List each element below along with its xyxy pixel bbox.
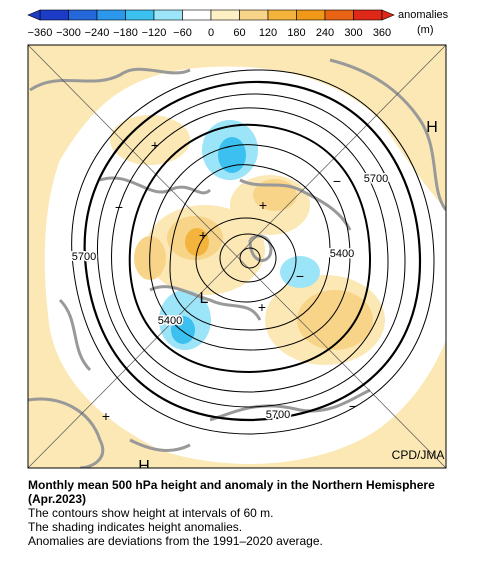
colorbar-tick-label: 360 — [373, 27, 391, 39]
map-label: + — [151, 137, 159, 153]
colorbar-segment — [182, 9, 212, 21]
colorbar-tick-label: −240 — [85, 27, 110, 39]
colorbar-segment — [39, 9, 69, 21]
map-label: 5400 — [330, 248, 354, 260]
colorbar-tick-label: 180 — [287, 27, 305, 39]
colorbar-segment — [68, 9, 98, 21]
colorbar-high-arrow — [381, 9, 395, 21]
colorbar-tick-label: −120 — [142, 27, 167, 39]
map-labels: H 5700 5700 5400 5400 L 5700 H + + + + + − − − − — [70, 119, 438, 475]
colorbar-tick-label: −180 — [113, 27, 138, 39]
coastlines — [28, 58, 446, 468]
map-label: − — [115, 199, 123, 215]
colorbar-tick-label: 240 — [316, 27, 334, 39]
colorbar-low-arrow — [27, 9, 41, 21]
map-label: + — [259, 197, 267, 213]
colorbar-tick-label: 120 — [259, 27, 277, 39]
caption: Monthly mean 500 hPa height and anomaly … — [28, 478, 458, 548]
figure: −360 −300 −240 −180 −120 −60 0 60 120 180 240 300 36… — [27, 9, 449, 475]
credit: CPD/JMA — [392, 448, 445, 462]
caption-line: The contours show height at intervals of… — [28, 506, 274, 520]
colorbar-tick-label: −300 — [56, 27, 81, 39]
colorbar-tick-label: −360 — [28, 27, 53, 39]
colorbar-segment — [267, 9, 297, 21]
contours — [71, 69, 435, 435]
colorbar-segment — [324, 9, 354, 21]
map-label: 5700 — [364, 173, 388, 185]
map-label: 5400 — [158, 315, 182, 327]
caption-line: Anomalies are deviations from the 1991–2… — [28, 534, 323, 548]
colorbar-unit: (m) — [417, 24, 434, 36]
colorbar-tick-label: 0 — [208, 27, 214, 39]
caption-line: The shading indicates height anomalies. — [28, 520, 243, 534]
map: H 5700 5700 5400 5400 L 5700 H + + + + + − − − − CPD/JMA — [28, 45, 446, 475]
caption-lines: The contours show height at intervals of… — [28, 506, 458, 548]
colorbar-tick-label: 300 — [344, 27, 362, 39]
caption-title: Monthly mean 500 hPa height and anomaly … — [28, 478, 435, 506]
map-label: + — [258, 299, 266, 315]
colorbar-tick-label: −60 — [173, 27, 192, 39]
colorbar-label: anomalies — [398, 9, 449, 21]
colorbar-segment — [96, 9, 126, 21]
map-frame — [27, 44, 447, 469]
map-label: − — [333, 173, 341, 189]
map-label: H — [426, 119, 438, 136]
map-label: + — [199, 227, 207, 243]
colorbar-segment — [239, 9, 269, 21]
colorbar: −360 −300 −240 −180 −120 −60 0 60 120 180 240 300 36… — [27, 9, 395, 39]
map-label: − — [296, 268, 304, 284]
colorbar-segment — [153, 9, 183, 21]
map-label: 5700 — [266, 409, 290, 421]
map-label: + — [102, 408, 110, 424]
map-label: L — [200, 290, 209, 307]
colorbar-segment — [353, 9, 383, 21]
negative-anomaly-strong — [171, 137, 246, 344]
map-label: 5700 — [72, 251, 96, 263]
map-label: H — [138, 458, 150, 475]
map-label: − — [349, 398, 357, 414]
positive-anomaly-peak — [185, 228, 209, 256]
colorbar-segment — [125, 9, 155, 21]
colorbar-segment — [296, 9, 326, 21]
colorbar-tick-label: 60 — [233, 27, 245, 39]
colorbar-segment — [210, 9, 240, 21]
